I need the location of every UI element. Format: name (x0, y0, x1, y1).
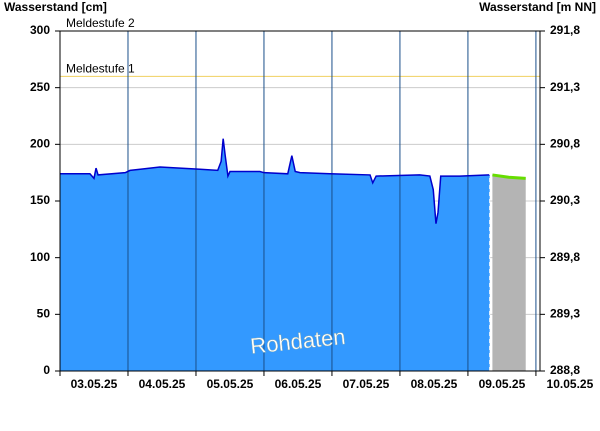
y-tick-label: 250 (30, 80, 50, 94)
y-axis-title: Wasserstand [cm] (4, 0, 107, 14)
y2-tick-label: 290,3 (550, 193, 580, 207)
x-tick-label: 04.05.25 (139, 377, 186, 391)
x-tick-label: 09.05.25 (479, 377, 526, 391)
area (60, 138, 490, 371)
y-tick-label: 0 (43, 363, 50, 377)
y2-tick-label: 291,3 (550, 80, 580, 94)
threshold-label: Meldestufe 2 (66, 16, 135, 30)
y2-tick-label: 290,8 (550, 137, 580, 151)
y2-tick-label: 289,8 (550, 250, 580, 264)
x-tick-label: 10.05.25 (547, 377, 594, 391)
x-tick-label: 03.05.25 (71, 377, 118, 391)
y-tick-label: 150 (30, 193, 50, 207)
y-tick-label: 100 (30, 250, 50, 264)
x-tick-label: 06.05.25 (275, 377, 322, 391)
line (60, 138, 490, 224)
line (492, 173, 526, 180)
y2-tick-label: 288,8 (550, 363, 580, 377)
y-tick-label: 200 (30, 137, 50, 151)
x-tick-label: 08.05.25 (411, 377, 458, 391)
x-tick-label: 05.05.25 (207, 377, 254, 391)
y2-axis-title: Wasserstand [m NN] (479, 0, 596, 14)
threshold-label: Meldestufe 1 (66, 62, 135, 76)
y-tick-label: 300 (30, 23, 50, 37)
y2-tick-label: 289,3 (550, 307, 580, 321)
x-tick-label: 07.05.25 (343, 377, 390, 391)
y-tick-label: 50 (37, 307, 51, 321)
plot-frame (59, 30, 541, 372)
area (492, 174, 526, 371)
y2-tick-label: 291,8 (550, 23, 580, 37)
